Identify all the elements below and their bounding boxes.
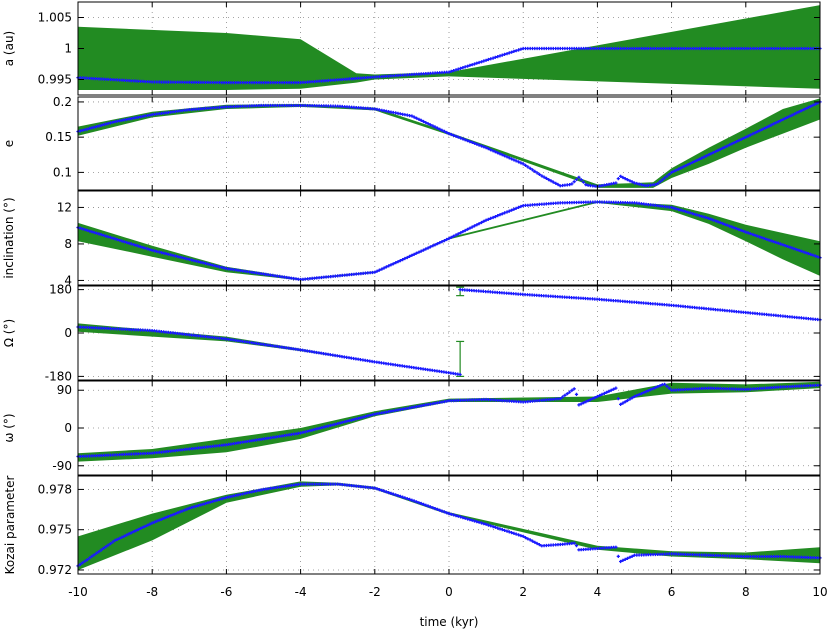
uncertainty-band-2 <box>78 201 820 281</box>
x-tick-label: -10 <box>68 585 88 599</box>
y-tick-label: 4 <box>64 273 72 287</box>
y-axis-label-4: ω (°) <box>2 413 16 442</box>
x-tick-label: 2 <box>519 585 527 599</box>
y-axis-label-3: Ω (°) <box>2 319 16 347</box>
y-tick-label: 0.995 <box>38 73 72 87</box>
x-tick-label: 0 <box>445 585 453 599</box>
y-tick-label: -90 <box>52 459 72 473</box>
uncertainty-band-1 <box>78 98 820 188</box>
uncertainty-band-3 <box>78 323 461 376</box>
y-tick-label: 1.005 <box>38 11 72 25</box>
y-tick-label: 0.978 <box>38 482 72 496</box>
panel-frame-5 <box>77 475 821 575</box>
y-axis-label-2: inclination (°) <box>2 197 16 278</box>
x-tick-label: -2 <box>369 585 381 599</box>
x-tick-label: 4 <box>594 585 602 599</box>
nominal-series-3-1 <box>458 288 822 322</box>
nominal-series-2-0 <box>76 200 822 282</box>
y-tick-label: 0 <box>64 326 72 340</box>
y-tick-label: 1 <box>64 42 72 56</box>
nominal-series-1-0 <box>76 100 822 189</box>
y-tick-label: 90 <box>57 383 72 397</box>
y-axis-label-1: e <box>2 140 16 147</box>
y-tick-label: 12 <box>57 200 72 214</box>
y-axis-label-0: a (au) <box>2 31 16 67</box>
x-tick-label: 8 <box>742 585 750 599</box>
x-tick-label: -8 <box>146 585 158 599</box>
x-tick-label: 10 <box>812 585 827 599</box>
x-tick-label: -4 <box>295 585 307 599</box>
y-tick-label: 0.2 <box>53 95 72 109</box>
uncertainty-band-4 <box>78 381 820 462</box>
y-tick-label: 0 <box>64 421 72 435</box>
x-tick-label: -6 <box>220 585 232 599</box>
y-tick-label: 0.972 <box>38 563 72 577</box>
x-tick-label: 6 <box>668 585 676 599</box>
y-tick-label: 0.15 <box>45 130 72 144</box>
x-axis-label: time (kyr) <box>420 615 479 629</box>
nominal-series-5-0 <box>76 482 822 568</box>
y-tick-label: 0.975 <box>38 523 72 537</box>
y-axis-label-5: Kozai parameter <box>3 476 17 575</box>
y-tick-label: -180 <box>45 369 72 383</box>
y-tick-label: 0.1 <box>53 165 72 179</box>
uncertainty-band-0 <box>78 5 820 91</box>
y-tick-label: 180 <box>49 283 72 297</box>
y-tick-label: 8 <box>64 237 72 251</box>
